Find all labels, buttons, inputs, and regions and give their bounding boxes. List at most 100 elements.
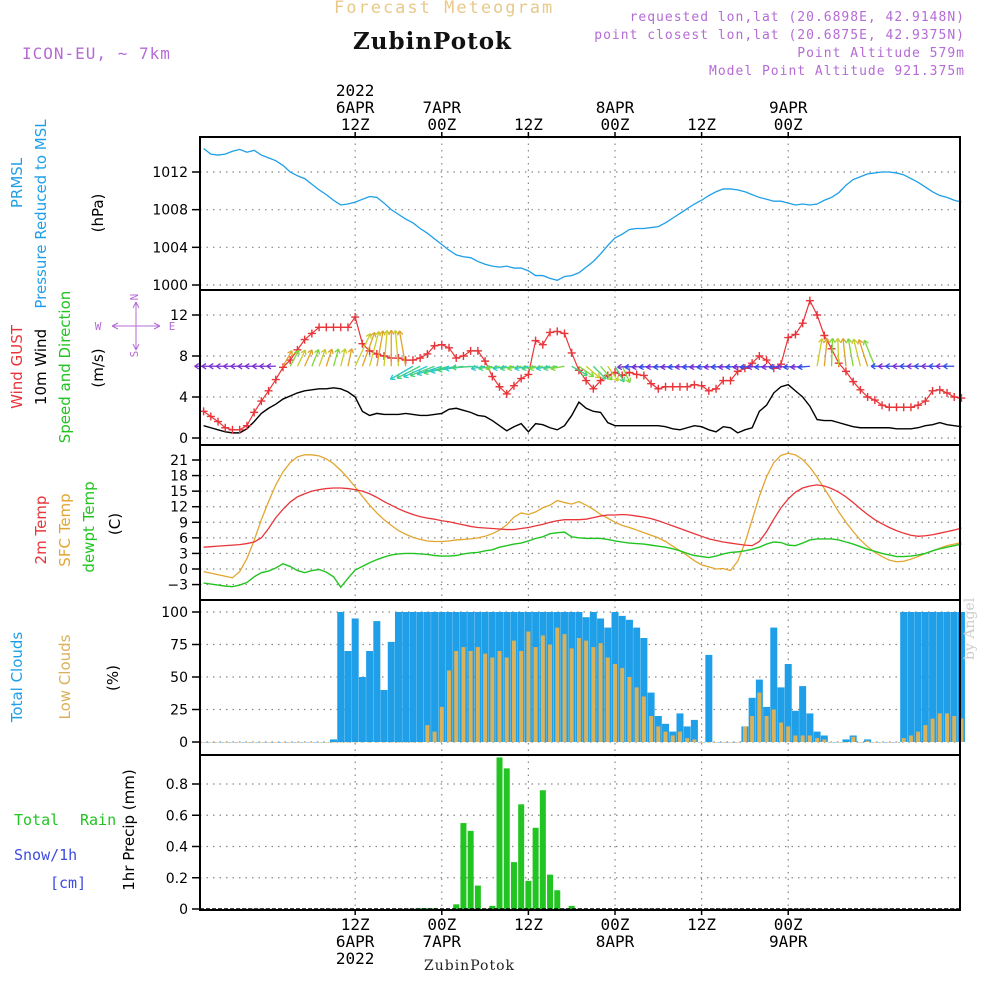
low-clouds-bar (497, 651, 502, 742)
wind-tick-label: 12 (170, 308, 188, 324)
wind-direction-arrowhead (201, 363, 207, 370)
wind-gust-marker (885, 403, 894, 412)
wind-gust-marker (784, 333, 793, 342)
wind-gust-marker (906, 403, 915, 412)
wind-gust-marker (582, 376, 591, 385)
wind-direction-arrow (318, 349, 326, 367)
wind-gust-line (203, 299, 962, 431)
precip-bar (547, 874, 554, 909)
top-time-label: 00Z (601, 115, 630, 134)
low-clouds-bar (714, 742, 719, 743)
total-clouds-bar (770, 627, 778, 742)
wind-gust-marker (271, 375, 280, 384)
low-clouds-bar (526, 631, 531, 742)
wind-gust-marker (336, 323, 345, 332)
low-clouds-bar (252, 742, 257, 743)
total-clouds-bar (330, 739, 338, 742)
wind-direction-arrow (852, 338, 862, 367)
wind-direction-arrowhead (389, 374, 396, 381)
wind-direction-arrowhead (396, 330, 404, 336)
low-clouds-bar (670, 735, 675, 742)
temperature-series-line (203, 531, 962, 589)
wind-gust-marker (805, 296, 814, 305)
wind-direction-arrowhead (396, 373, 403, 380)
wind-gust-marker (315, 323, 324, 332)
low-clouds-bar (439, 706, 444, 742)
low-clouds-bar (728, 742, 733, 743)
wind-gust-marker (820, 331, 829, 340)
wind-gust-marker (719, 376, 728, 385)
wind-direction-arrow (416, 365, 442, 375)
low-clouds-bar (302, 742, 307, 743)
wind-gust-marker (791, 330, 800, 339)
wind-direction-arrow (340, 348, 346, 367)
clouds-ylabel-unit: (%) (104, 665, 122, 691)
wind-direction-arrowhead (899, 363, 905, 370)
wind-direction-arrowhead (582, 370, 588, 377)
total-clouds-bar (351, 618, 359, 742)
wind-direction-arrowhead (739, 363, 745, 371)
wind-direction-arrowhead (293, 349, 300, 356)
wind-direction-arrow (500, 365, 515, 370)
wind-gust-marker (899, 403, 908, 412)
wind-direction-arrowhead (259, 363, 265, 370)
wind-direction-key-icon (111, 301, 161, 351)
wind-direction-arrowhead (320, 348, 327, 355)
temperature-tick-label: −3 (167, 578, 188, 594)
wind-direction-arrowhead (892, 363, 898, 370)
wind-direction-arrow (347, 348, 353, 367)
wind-direction-arrowhead (682, 363, 688, 371)
total-clouds-bar (344, 651, 352, 742)
total-clouds-bar (358, 677, 366, 742)
pressure-tick-label: 1012 (152, 165, 188, 181)
wind-gust-marker (437, 340, 446, 349)
precip-bar (510, 862, 517, 909)
low-clouds-bar (562, 634, 567, 742)
temperature-series-line (203, 452, 962, 579)
low-clouds-bar (887, 742, 892, 743)
precip-bar (539, 790, 546, 909)
wind-direction-arrow (585, 365, 601, 379)
wind-direction-arrowhead (862, 339, 869, 346)
temp-ylabel-sfc: SFC Temp (56, 493, 74, 566)
precip-bar (525, 880, 532, 909)
wind-gust-marker (279, 363, 288, 372)
wind-direction-arrowhead (430, 367, 436, 375)
total-clouds-bar (842, 739, 850, 742)
total-clouds-bar (921, 612, 929, 742)
wind-gust-marker (509, 381, 518, 390)
wind-key-west: W (95, 320, 102, 333)
wind-direction-arrow (543, 365, 558, 370)
top-time-label: 00Z (774, 115, 803, 134)
pressure-ylabel-unit: (hPa) (89, 194, 107, 233)
low-clouds-bar (627, 677, 632, 742)
wind-direction-arrow (325, 348, 333, 367)
wind-direction-arrow (858, 339, 869, 367)
wind-gust-marker (762, 356, 771, 365)
low-clouds-bar (829, 742, 834, 743)
precip-bar (568, 905, 575, 909)
low-clouds-bar (663, 731, 668, 742)
wind-direction-arrow (361, 332, 376, 367)
wind-direction-arrow (592, 365, 607, 380)
wind-gust-marker (878, 401, 887, 410)
wind-direction-arrowhead (478, 364, 484, 372)
low-clouds-bar (807, 735, 812, 742)
wind-key-east: E (169, 320, 176, 333)
wind-gust-marker (351, 313, 360, 322)
wind-direction-arrowhead (535, 364, 542, 372)
wind-gust-marker (647, 379, 656, 388)
precip-bar (554, 890, 561, 909)
wind-gust-marker (632, 370, 641, 379)
bottom-time-label: 00Z (774, 915, 803, 934)
wind-direction-arrowhead (485, 364, 491, 372)
wind-direction-arrow (528, 365, 543, 370)
wind-direction-arrowhead (237, 363, 243, 370)
low-clouds-bar (634, 687, 639, 742)
wind-gust-marker (928, 386, 937, 395)
wind-direction-arrow (607, 365, 619, 382)
top-time-label: 00Z (427, 115, 456, 134)
wind-direction-arrowhead (783, 363, 789, 371)
total-clouds-bar (683, 726, 691, 742)
wind-direction-arrow (354, 333, 371, 367)
